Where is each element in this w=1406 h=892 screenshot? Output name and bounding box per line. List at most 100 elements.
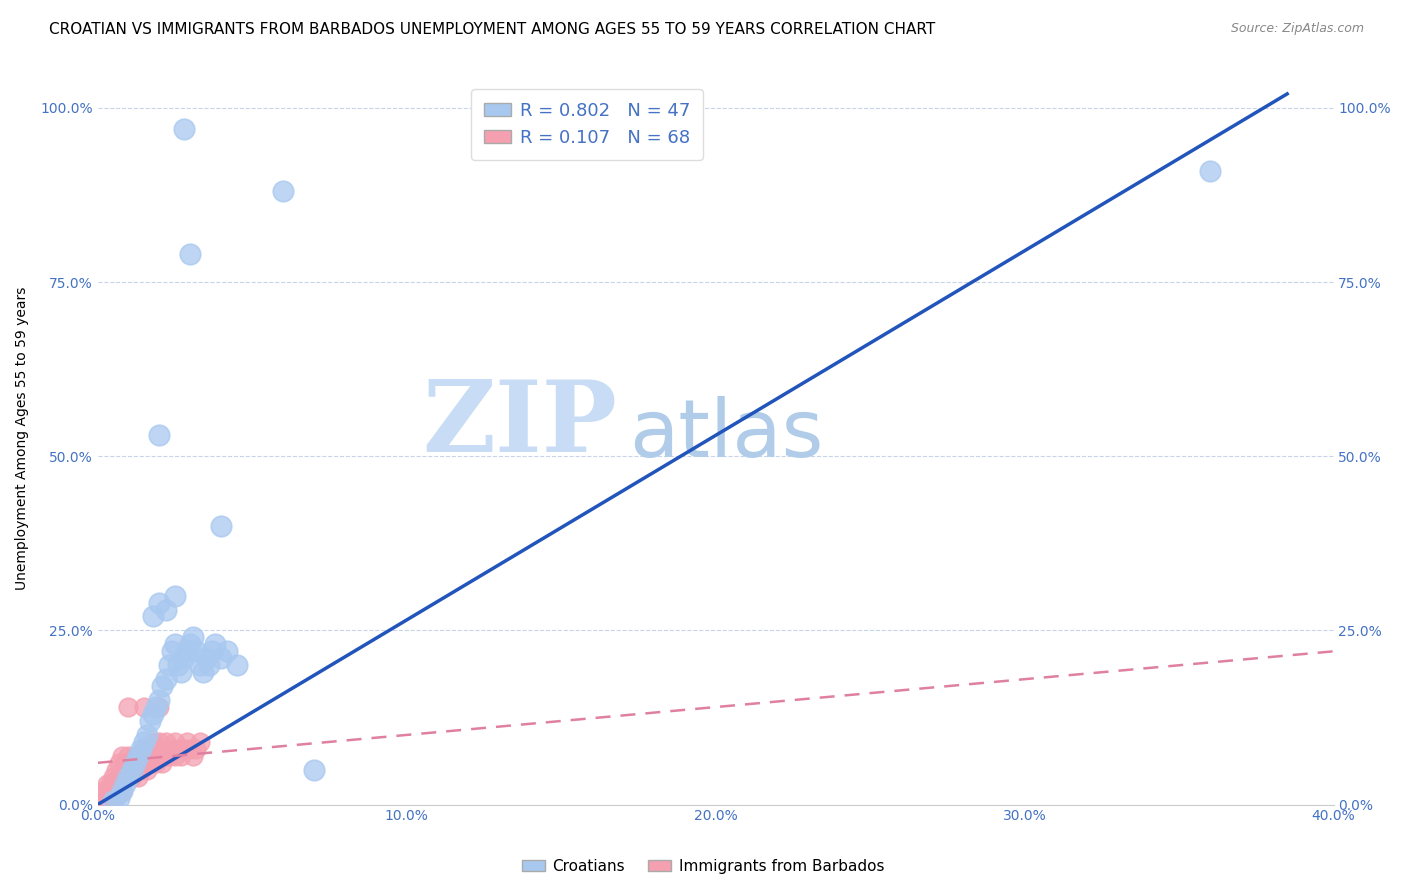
Point bbox=[96, 790, 118, 805]
Point bbox=[167, 742, 190, 756]
Point bbox=[163, 735, 186, 749]
Point bbox=[170, 665, 193, 680]
Point bbox=[114, 770, 136, 784]
Point bbox=[108, 770, 131, 784]
Point bbox=[173, 742, 195, 756]
Point bbox=[142, 748, 165, 763]
Point bbox=[183, 748, 205, 763]
Point bbox=[152, 679, 174, 693]
Point bbox=[127, 748, 149, 763]
Text: ZIP: ZIP bbox=[422, 376, 617, 473]
Legend: Croatians, Immigrants from Barbados: Croatians, Immigrants from Barbados bbox=[516, 853, 890, 880]
Point bbox=[129, 742, 152, 756]
Point bbox=[209, 651, 232, 665]
Point bbox=[145, 700, 167, 714]
Point bbox=[139, 714, 162, 728]
Point bbox=[108, 756, 131, 770]
Point bbox=[179, 637, 201, 651]
Point bbox=[155, 602, 177, 616]
Point bbox=[142, 735, 165, 749]
Point bbox=[105, 777, 128, 791]
Point bbox=[302, 763, 325, 777]
Point bbox=[101, 794, 124, 808]
Point bbox=[111, 783, 134, 797]
Point bbox=[111, 763, 134, 777]
Point bbox=[90, 797, 112, 812]
Point bbox=[176, 644, 198, 658]
Text: CROATIAN VS IMMIGRANTS FROM BARBADOS UNEMPLOYMENT AMONG AGES 55 TO 59 YEARS CORR: CROATIAN VS IMMIGRANTS FROM BARBADOS UNE… bbox=[49, 22, 935, 37]
Point bbox=[163, 637, 186, 651]
Point bbox=[152, 756, 174, 770]
Point bbox=[108, 783, 131, 797]
Point bbox=[124, 748, 146, 763]
Point bbox=[148, 693, 170, 707]
Point bbox=[96, 783, 118, 797]
Point bbox=[186, 742, 208, 756]
Point bbox=[148, 735, 170, 749]
Point bbox=[121, 756, 143, 770]
Point bbox=[157, 748, 180, 763]
Point bbox=[194, 651, 217, 665]
Point bbox=[201, 644, 224, 658]
Point bbox=[271, 185, 294, 199]
Point bbox=[209, 519, 232, 533]
Point bbox=[101, 770, 124, 784]
Point bbox=[121, 770, 143, 784]
Point bbox=[157, 658, 180, 673]
Point bbox=[142, 706, 165, 721]
Legend: R = 0.802   N = 47, R = 0.107   N = 68: R = 0.802 N = 47, R = 0.107 N = 68 bbox=[471, 89, 703, 160]
Point bbox=[188, 658, 211, 673]
Point bbox=[142, 609, 165, 624]
Point bbox=[136, 748, 159, 763]
Point bbox=[167, 658, 190, 673]
Point bbox=[136, 763, 159, 777]
Point bbox=[225, 658, 247, 673]
Point bbox=[188, 735, 211, 749]
Point bbox=[148, 428, 170, 442]
Point bbox=[105, 763, 128, 777]
Point bbox=[111, 783, 134, 797]
Point bbox=[148, 596, 170, 610]
Point bbox=[155, 672, 177, 686]
Text: atlas: atlas bbox=[628, 396, 824, 475]
Point bbox=[160, 644, 183, 658]
Point bbox=[179, 247, 201, 261]
Point bbox=[93, 790, 115, 805]
Point bbox=[148, 748, 170, 763]
Point bbox=[90, 790, 112, 805]
Point bbox=[101, 790, 124, 805]
Point bbox=[93, 790, 115, 805]
Point bbox=[105, 790, 128, 805]
Point bbox=[129, 748, 152, 763]
Point bbox=[96, 777, 118, 791]
Point bbox=[148, 700, 170, 714]
Point bbox=[179, 742, 201, 756]
Point bbox=[155, 748, 177, 763]
Point bbox=[114, 777, 136, 791]
Point bbox=[90, 794, 112, 808]
Point bbox=[98, 790, 121, 805]
Point bbox=[139, 742, 162, 756]
Point bbox=[127, 770, 149, 784]
Point bbox=[127, 756, 149, 770]
Point bbox=[108, 790, 131, 805]
Point bbox=[124, 763, 146, 777]
Point bbox=[186, 644, 208, 658]
Point bbox=[145, 756, 167, 770]
Point bbox=[124, 756, 146, 770]
Point bbox=[117, 748, 139, 763]
Point bbox=[163, 589, 186, 603]
Text: Source: ZipAtlas.com: Source: ZipAtlas.com bbox=[1230, 22, 1364, 36]
Point bbox=[132, 742, 155, 756]
Point bbox=[121, 763, 143, 777]
Point bbox=[117, 763, 139, 777]
Point bbox=[111, 748, 134, 763]
Point bbox=[160, 742, 183, 756]
Point bbox=[1199, 163, 1222, 178]
Point bbox=[183, 631, 205, 645]
Point bbox=[198, 658, 221, 673]
Point bbox=[163, 748, 186, 763]
Point bbox=[217, 644, 239, 658]
Point bbox=[170, 748, 193, 763]
Point bbox=[93, 783, 115, 797]
